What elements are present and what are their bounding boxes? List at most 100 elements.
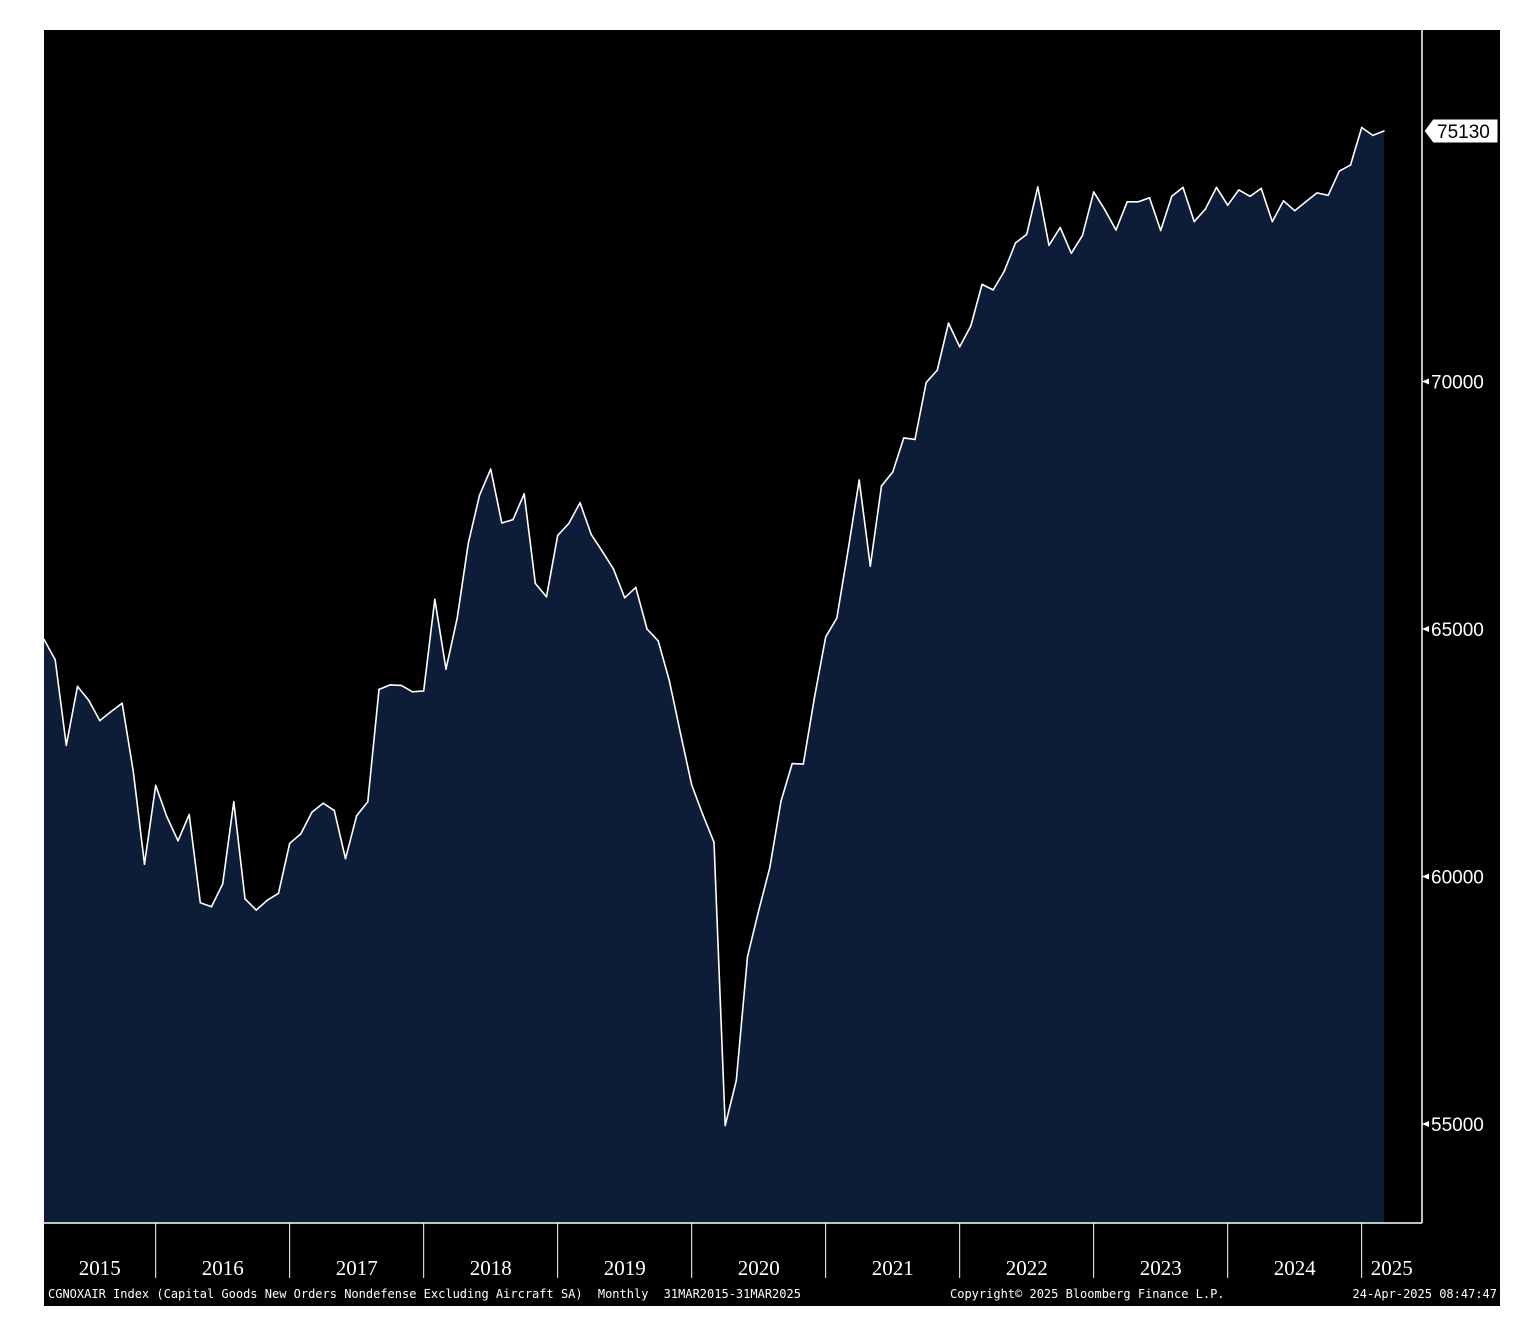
data-point-62 — [735, 1079, 738, 1082]
x-tick-label-2024: 2024 — [1274, 1256, 1317, 1280]
data-point-109 — [1260, 187, 1262, 190]
data-point-33 — [411, 691, 414, 693]
y-tick-label-55000: 55000 — [1431, 1115, 1484, 1136]
data-point-45 — [545, 596, 548, 598]
data-point-41 — [501, 522, 503, 524]
footer-ticker-name: CGNOXAIR Index (Capital Goods New Orders… — [48, 1287, 583, 1301]
data-point-26 — [333, 809, 336, 812]
data-point-39 — [478, 494, 481, 497]
data-point-81 — [947, 322, 950, 324]
data-point-55 — [657, 640, 659, 642]
data-point-8 — [132, 770, 135, 773]
footer-ticker: CGNOXAIR Index (Capital Goods New Orders… — [48, 1287, 801, 1301]
series-area-fill — [44, 127, 1384, 1223]
data-point-52 — [623, 597, 626, 599]
data-point-25 — [322, 802, 325, 804]
y-tick-label-65000: 65000 — [1431, 620, 1484, 641]
data-point-29 — [367, 800, 369, 803]
footer-frequency: Monthly — [598, 1287, 649, 1301]
data-point-87 — [1014, 242, 1017, 244]
data-point-57 — [679, 732, 682, 735]
data-point-35 — [434, 598, 436, 601]
data-point-64 — [757, 909, 760, 912]
data-point-12 — [177, 840, 179, 842]
data-point-36 — [445, 668, 447, 670]
data-point-2 — [65, 744, 68, 747]
data-point-14 — [199, 901, 202, 904]
data-point-27 — [344, 857, 347, 860]
y-tick-mark-60000 — [1422, 873, 1429, 880]
data-point-82 — [958, 346, 961, 348]
data-point-111 — [1282, 200, 1285, 202]
data-point-101 — [1171, 195, 1173, 198]
data-point-59 — [702, 813, 704, 816]
data-point-15 — [210, 905, 213, 908]
data-point-48 — [579, 501, 581, 504]
footer-copyright: Copyright© 2025 Bloomberg Finance L.P. — [950, 1287, 1225, 1301]
last-value-label: 75130 — [1437, 122, 1490, 143]
data-point-51 — [612, 568, 615, 570]
data-point-77 — [903, 437, 905, 439]
data-point-46 — [556, 534, 559, 537]
data-point-73 — [858, 479, 860, 481]
x-tick-label-2020: 2020 — [738, 1256, 780, 1280]
data-point-10 — [154, 784, 157, 787]
data-point-95 — [1104, 208, 1106, 211]
data-point-22 — [288, 842, 291, 845]
data-point-88 — [1025, 233, 1028, 236]
data-point-49 — [590, 533, 592, 536]
data-point-108 — [1249, 195, 1251, 198]
data-point-34 — [422, 690, 425, 692]
data-point-13 — [188, 813, 190, 816]
y-tick-label-60000: 60000 — [1431, 867, 1484, 888]
data-point-42 — [512, 518, 514, 521]
data-point-56 — [668, 679, 671, 682]
data-point-5 — [99, 719, 101, 722]
data-point-96 — [1115, 229, 1117, 231]
y-tick-label-70000: 70000 — [1431, 372, 1484, 393]
data-point-85 — [992, 289, 994, 291]
data-point-79 — [925, 381, 927, 384]
x-tick-label-2017: 2017 — [336, 1256, 378, 1280]
data-point-92 — [1070, 252, 1073, 255]
data-point-116 — [1338, 170, 1341, 172]
data-point-89 — [1037, 186, 1039, 188]
data-point-110 — [1271, 220, 1274, 223]
data-point-86 — [1003, 270, 1006, 272]
data-point-30 — [378, 688, 380, 691]
data-point-28 — [355, 814, 358, 817]
data-point-94 — [1092, 191, 1095, 193]
data-point-20 — [266, 899, 269, 901]
data-point-19 — [255, 909, 257, 911]
data-point-98 — [1137, 201, 1140, 203]
data-point-24 — [311, 811, 313, 813]
data-point-99 — [1148, 197, 1151, 199]
data-point-44 — [534, 582, 537, 585]
data-point-9 — [143, 863, 146, 865]
data-point-75 — [880, 485, 883, 487]
data-point-102 — [1182, 186, 1184, 189]
data-point-65 — [769, 866, 771, 869]
data-point-66 — [780, 800, 782, 802]
data-point-74 — [869, 565, 872, 567]
data-point-38 — [467, 542, 470, 545]
data-point-112 — [1293, 209, 1296, 212]
data-point-63 — [746, 955, 749, 958]
data-point-61 — [724, 1124, 726, 1127]
data-point-117 — [1349, 164, 1352, 166]
data-point-76 — [891, 471, 894, 473]
data-point-97 — [1126, 201, 1128, 203]
data-point-106 — [1226, 204, 1229, 206]
data-point-6 — [110, 710, 112, 713]
data-point-43 — [523, 493, 525, 495]
x-tick-label-2022: 2022 — [1006, 1256, 1048, 1280]
x-tick-label-2023: 2023 — [1140, 1256, 1182, 1280]
data-point-78 — [914, 438, 916, 441]
data-point-103 — [1193, 220, 1195, 223]
x-axis-labels: 2015 2016 2017 2018 2019 2020 2021 2022 2023 2024… — [79, 1223, 1413, 1280]
data-point-37 — [456, 617, 459, 619]
x-tick-label-2018: 2018 — [470, 1256, 512, 1280]
data-point-67 — [791, 762, 793, 765]
data-point-53 — [635, 586, 637, 589]
data-point-3 — [76, 685, 79, 688]
